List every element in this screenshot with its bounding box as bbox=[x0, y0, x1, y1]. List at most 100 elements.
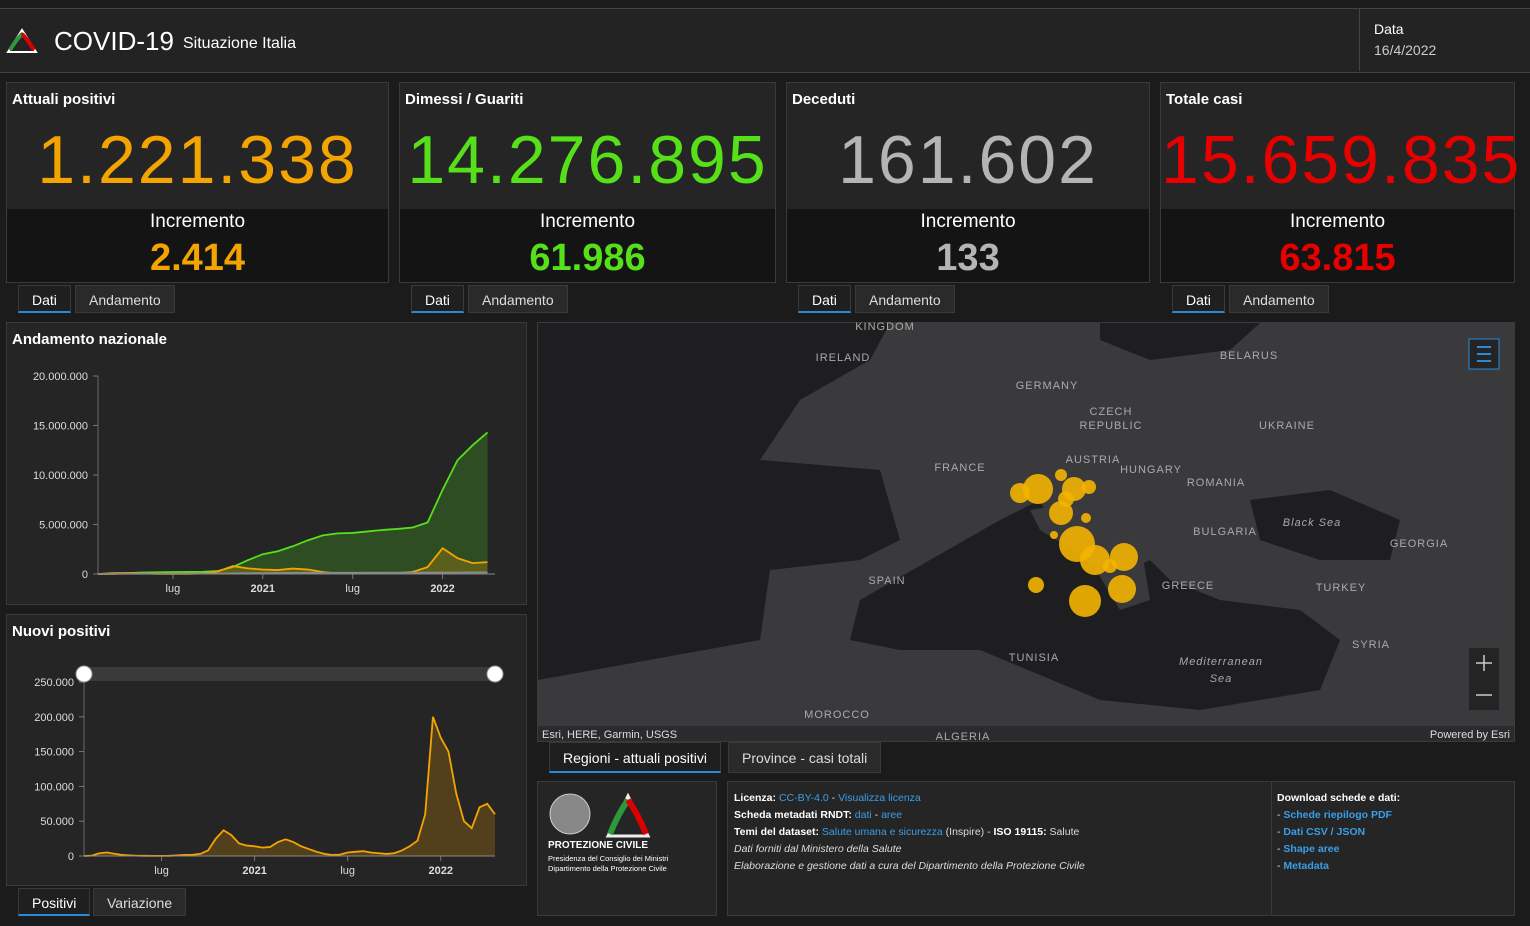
tab[interactable]: Province - casi totali bbox=[728, 742, 882, 773]
card-increment: Incremento 61.986 bbox=[400, 209, 775, 282]
y-tick-label: 15.000.000 bbox=[33, 421, 88, 433]
bubble bbox=[1081, 513, 1091, 523]
map-label: FRANCE bbox=[934, 462, 985, 474]
y-tick-label: 5.000.000 bbox=[39, 520, 88, 532]
tab[interactable]: Dati bbox=[18, 285, 71, 313]
attribution-bar bbox=[538, 726, 1514, 741]
text: Elaborazione e gestione dati a cura del … bbox=[734, 860, 1085, 872]
national-panel: Andamento nazionale bbox=[6, 322, 527, 605]
link[interactable]: dati bbox=[854, 809, 872, 821]
downloads: Download schede e dati: - Schede riepilo… bbox=[1277, 790, 1400, 875]
tab[interactable]: Dati bbox=[1172, 285, 1225, 313]
card-value: 14.276.895 bbox=[407, 122, 768, 198]
label: Scheda metadati RNDT: bbox=[734, 809, 852, 821]
bubble bbox=[1055, 469, 1067, 481]
map-label: GREECE bbox=[1162, 580, 1214, 592]
tab[interactable]: Regioni - attuali positivi bbox=[549, 742, 721, 773]
link[interactable]: Visualizza licenza bbox=[838, 792, 921, 804]
y-tick-label: 10.000.000 bbox=[33, 470, 88, 482]
sea bbox=[1250, 490, 1400, 560]
card-title: Attuali positivi bbox=[12, 91, 116, 108]
y-tick-label: 50.000 bbox=[40, 816, 74, 828]
map-label: TURKEY bbox=[1316, 582, 1367, 594]
date-label: Data bbox=[1374, 21, 1404, 37]
x-tick-label: lug bbox=[166, 583, 181, 595]
link[interactable]: Schede riepilogo PDF bbox=[1283, 809, 1392, 821]
tab[interactable]: Dati bbox=[411, 285, 464, 313]
y-tick-label: 0 bbox=[82, 569, 88, 581]
date: 16/4/2022 bbox=[1374, 42, 1437, 58]
tab[interactable]: Positivi bbox=[18, 888, 91, 916]
logos bbox=[549, 792, 651, 838]
bullet: - bbox=[1277, 860, 1284, 872]
sea bbox=[1100, 323, 1260, 360]
map-label: BELARUS bbox=[1220, 350, 1278, 362]
link[interactable]: Metadata bbox=[1283, 860, 1329, 872]
text: Dati forniti dal Ministero della Salute bbox=[734, 843, 902, 855]
bubble bbox=[1082, 480, 1096, 494]
label: ISO 19115: bbox=[993, 826, 1047, 838]
card: Deceduti 161.602 Incremento 133 bbox=[786, 82, 1150, 283]
slider-handle bbox=[75, 665, 93, 683]
tab[interactable]: Dati bbox=[798, 285, 851, 313]
tab[interactable]: Variazione bbox=[93, 888, 187, 916]
map-label: IRELAND bbox=[816, 352, 871, 364]
map-label: REPUBLIC bbox=[1079, 420, 1142, 432]
link[interactable]: aree bbox=[881, 809, 903, 821]
map-label: SYRIA bbox=[1352, 639, 1390, 651]
x-tick-label: 2022 bbox=[430, 583, 454, 595]
link[interactable]: Dati CSV / JSON bbox=[1283, 826, 1366, 838]
card: Dimessi / Guariti 14.276.895 Incremento 61.… bbox=[399, 82, 776, 283]
increment-value: 133 bbox=[936, 237, 1000, 279]
chart-title: Nuovi positivi bbox=[12, 623, 111, 640]
powered-by: Powered by Esri bbox=[1430, 729, 1510, 741]
card: Attuali positivi 1.221.338 Incremento 2.414 bbox=[6, 82, 389, 283]
increment-label: Incremento bbox=[539, 211, 636, 232]
card-increment: Incremento 2.414 bbox=[7, 209, 388, 282]
org: Presidenza del Consiglio dei Ministri bbox=[548, 854, 669, 863]
y-tick-label: 100.000 bbox=[34, 781, 74, 793]
logo bbox=[6, 28, 38, 53]
tab[interactable]: Andamento bbox=[468, 285, 568, 313]
tab[interactable]: Andamento bbox=[75, 285, 175, 313]
map-label: Sea bbox=[1210, 673, 1233, 685]
link[interactable]: Salute umana e sicurezza bbox=[821, 826, 943, 838]
map-label: SPAIN bbox=[868, 575, 905, 587]
y-tick-label: 0 bbox=[68, 851, 74, 863]
map-label: Black Sea bbox=[1283, 517, 1342, 529]
subtitle: Situazione Italia bbox=[183, 35, 296, 52]
divider bbox=[1271, 782, 1272, 915]
x-tick-label: lug bbox=[154, 865, 169, 877]
x-tick-label: 2021 bbox=[242, 865, 266, 877]
tab[interactable]: Andamento bbox=[1229, 285, 1329, 313]
tab[interactable]: Andamento bbox=[855, 285, 955, 313]
attribution: Esri, HERE, Garmin, USGS bbox=[542, 729, 677, 741]
link[interactable]: CC-BY-4.0 bbox=[778, 792, 829, 804]
map-label: BULGARIA bbox=[1193, 526, 1257, 538]
map-label: Mediterranean bbox=[1179, 656, 1263, 668]
map-label: ALGERIA bbox=[936, 731, 991, 743]
text: (Inspire) - bbox=[942, 826, 994, 838]
card-title: Deceduti bbox=[792, 91, 856, 108]
increment-label: Incremento bbox=[920, 211, 1016, 232]
bubble bbox=[1058, 491, 1074, 507]
y-tick-label: 150.000 bbox=[34, 747, 74, 759]
card-increment: Incremento 63.815 bbox=[1161, 209, 1514, 282]
info: Licenza: CC-BY-4.0 - Visualizza licenza … bbox=[734, 790, 1085, 875]
bubble bbox=[1028, 577, 1044, 593]
y-tick-label: 20.000.000 bbox=[33, 371, 88, 383]
card-value: 161.602 bbox=[838, 122, 1098, 198]
x-tick-label: 2021 bbox=[251, 583, 275, 595]
label: Licenza: bbox=[734, 792, 777, 804]
x-tick-label: 2022 bbox=[428, 865, 452, 877]
bubble bbox=[1110, 543, 1138, 571]
zoom-icons bbox=[1476, 655, 1492, 696]
link[interactable]: Shape aree bbox=[1283, 843, 1340, 855]
org: PROTEZIONE CIVILE bbox=[548, 840, 649, 851]
bubble bbox=[1023, 474, 1053, 504]
y-tick-label: 250.000 bbox=[34, 677, 74, 689]
header-bar bbox=[0, 8, 1530, 73]
chart-title: Andamento nazionale bbox=[12, 331, 168, 348]
